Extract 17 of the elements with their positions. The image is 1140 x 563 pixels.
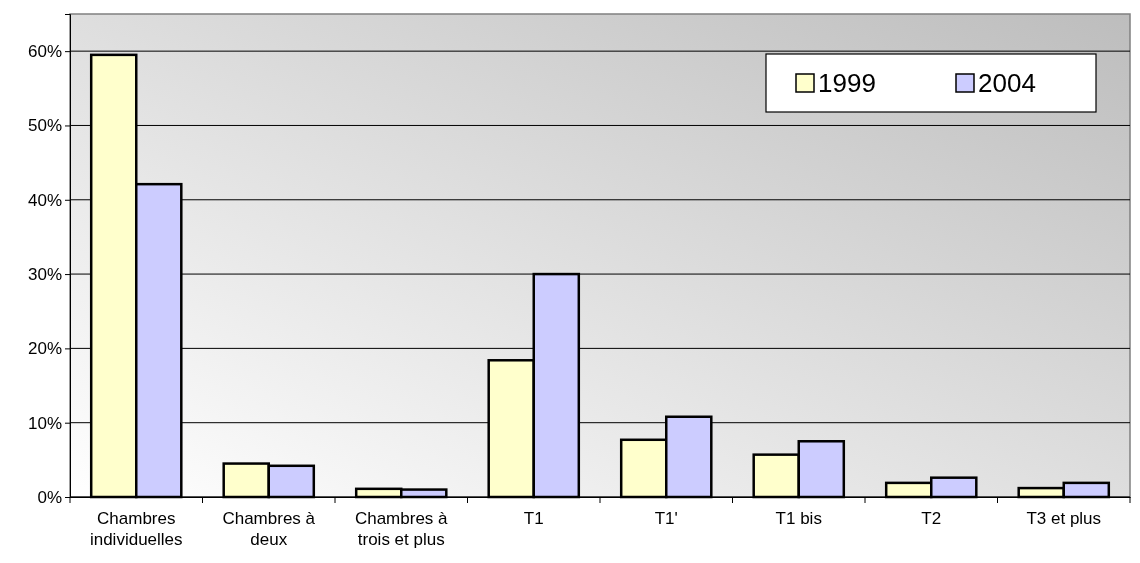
legend-label: 2004 [978,68,1036,98]
x-tick-label: T3 et plus [1026,509,1102,528]
legend-label: 1999 [818,68,876,98]
x-tick-label: Chambres à deux [222,509,316,549]
y-tick-label: 10% [27,413,62,433]
y-tick-label: 40% [27,190,62,210]
x-tick-label: Chambres individuelles [89,509,183,549]
x-tick-label: Chambres à trois et plus [354,509,449,549]
y-tick-label: 60% [27,42,62,62]
x-tick-label: T1 [523,509,544,528]
x-tick-label: T1' [654,509,678,528]
y-tick-label: 20% [27,339,62,359]
x-tick-label: T2 [921,509,942,528]
x-tick-label: T1 bis [775,509,822,528]
y-tick-label: 0% [37,487,62,507]
y-tick-label: 50% [27,116,62,136]
y-tick-label: 30% [27,265,62,285]
